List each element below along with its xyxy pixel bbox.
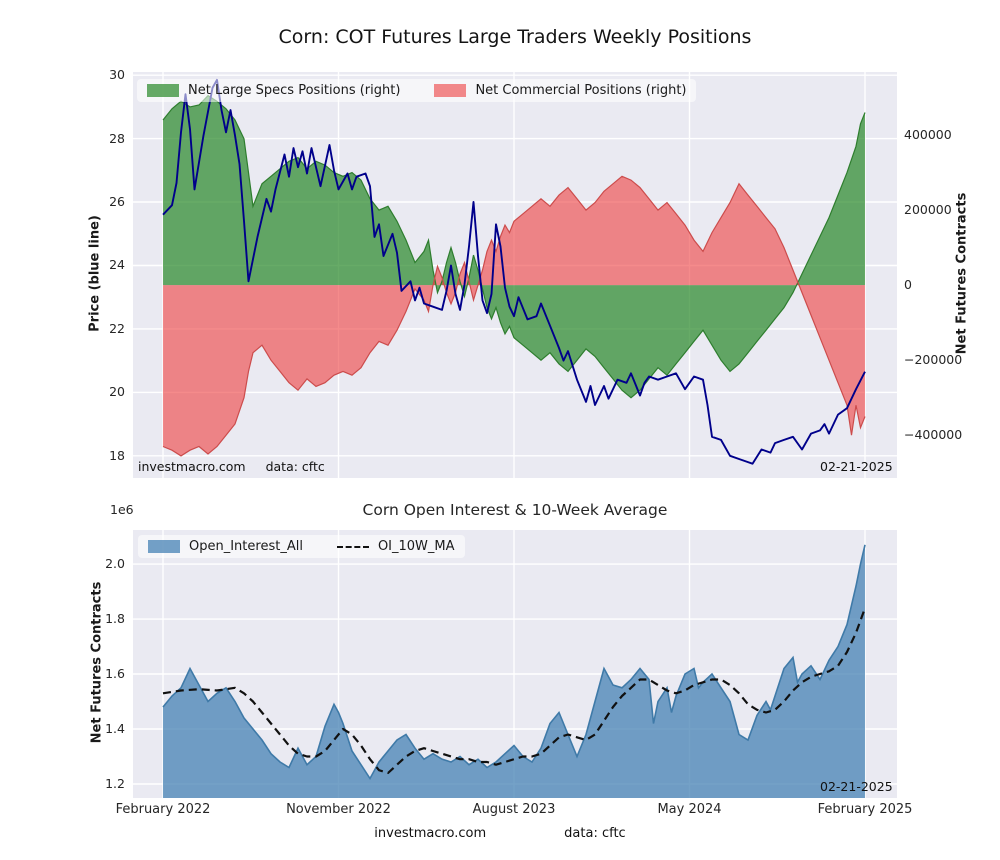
figure-footer: investmacro.com data: cftc — [0, 826, 1000, 841]
tick-label: 400000 — [904, 127, 952, 143]
top-chart-date: 02-21-2025 — [820, 459, 893, 474]
bottom-legend: Open_Interest_All OI_10W_MA — [138, 535, 465, 558]
cot-positions-plot — [133, 72, 897, 478]
legend-label-oi-ma: OI_10W_MA — [377, 539, 455, 554]
y-axis-offset-text: 1e6 — [110, 502, 134, 517]
tick-label: 26 — [109, 194, 125, 210]
watermark-text: investmacro.com — [138, 459, 246, 474]
tick-label: 0 — [904, 277, 912, 293]
legend-item-net-commercial: Net Commercial Positions (right) — [434, 83, 686, 98]
legend-item-open-interest: Open_Interest_All — [148, 539, 303, 554]
bottom-chart-date: 02-21-2025 — [820, 779, 893, 794]
footer-watermark: investmacro.com — [374, 826, 487, 841]
tick-label: 1.4 — [105, 721, 125, 736]
tick-label: 20 — [109, 384, 125, 400]
y-axis-label-price: Price (blue line) — [87, 215, 103, 332]
open-interest-plot — [133, 530, 897, 798]
tick-label: 200000 — [904, 202, 952, 218]
tick-label: −400000 — [904, 427, 963, 443]
tick-label: 24 — [109, 257, 125, 273]
tick-label: May 2024 — [657, 802, 722, 817]
tick-label: 2.0 — [105, 556, 125, 572]
y-axis-label-net-contracts-bottom: Net Futures Contracts — [89, 581, 105, 744]
legend-item-net-large-specs: Net Large Specs Positions (right) — [147, 83, 400, 98]
footer-source: data: cftc — [564, 826, 626, 841]
open-interest-canvas — [133, 530, 897, 798]
tick-label: August 2023 — [472, 802, 556, 817]
tick-label: November 2022 — [286, 802, 391, 817]
tick-label: 28 — [109, 130, 125, 146]
dashed-line-swatch-icon — [336, 545, 369, 548]
tick-label: 22 — [109, 320, 125, 336]
bottom-chart-title: Corn Open Interest & 10-Week Average — [362, 501, 668, 519]
green-area-swatch-icon — [147, 84, 179, 97]
tick-label: 1.8 — [105, 611, 125, 627]
top-legend: Net Large Specs Positions (right) Net Co… — [137, 79, 697, 102]
tick-label: 1.6 — [105, 666, 125, 682]
tick-label: 30 — [109, 67, 125, 83]
tick-label: −200000 — [904, 352, 963, 368]
source-text: data: cftc — [265, 459, 325, 474]
tick-label: 1.2 — [105, 775, 125, 791]
red-area-swatch-icon — [434, 84, 467, 97]
top-chart-watermark: investmacro.com data: cftc — [138, 459, 325, 474]
legend-item-oi-ma: OI_10W_MA — [336, 539, 455, 554]
legend-label-open-interest: Open_Interest_All — [189, 539, 303, 554]
tick-label: 18 — [109, 447, 125, 463]
cot-positions-canvas — [133, 72, 897, 478]
tick-label: February 2022 — [115, 802, 211, 817]
legend-label-net-commercial: Net Commercial Positions (right) — [475, 83, 687, 98]
tick-label: February 2025 — [817, 802, 913, 817]
legend-label-net-large-specs: Net Large Specs Positions (right) — [188, 83, 401, 98]
blue-area-swatch-icon — [148, 540, 180, 553]
page-title: Corn: COT Futures Large Traders Weekly P… — [278, 26, 752, 48]
